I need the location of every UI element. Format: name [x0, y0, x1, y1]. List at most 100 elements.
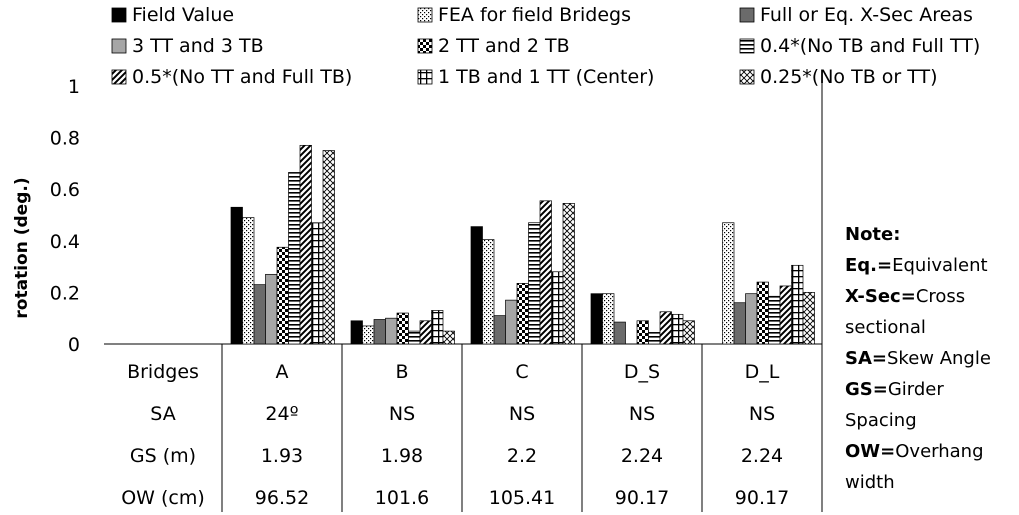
table-row-label: SA: [150, 403, 175, 425]
bar-c-0-4-no-tb-and-full-tt: [528, 222, 541, 345]
bar-a-fea-for-field-bridegs: [242, 217, 255, 345]
legend-swatch: [739, 69, 755, 85]
bar-b-2-tt-and-2-tb: [396, 312, 409, 345]
bar-c-2-tt-and-2-tb: [516, 283, 529, 345]
legend-swatch: [417, 69, 433, 85]
bar-a-0-25-no-tb-or-tt: [322, 150, 335, 345]
bar-b-0-4-no-tb-and-full-tt: [408, 330, 421, 345]
note-item-x-sec: X-Sec=Cross sectional: [845, 286, 965, 338]
bar-a-full-or-eq-x-sec-areas: [253, 284, 266, 345]
y-tick-label: 0.6: [50, 179, 80, 201]
note-item-ow: OW=Overhang width: [845, 441, 984, 493]
table-cell: 96.52: [255, 487, 309, 509]
table-cell: NS: [749, 403, 775, 425]
bar-a-3-tt-and-3-tb: [265, 273, 278, 345]
bar-a-field-value: [230, 206, 243, 345]
table-cell: NS: [389, 403, 415, 425]
table-row-label: OW (cm): [121, 487, 205, 509]
table-cell: 90.17: [615, 487, 669, 509]
legend-label: FEA for field Bridegs: [438, 4, 631, 26]
bar-d-s-0-5-no-tt-and-full-tb: [659, 311, 672, 345]
legend-label: Field Value: [132, 4, 234, 26]
legend-swatch: [417, 7, 433, 23]
bar-b-fea-for-field-bridegs: [362, 325, 375, 345]
bar-d-s-1-tb-and-1-tt-center: [671, 313, 684, 345]
table-cell: 2.2: [507, 445, 537, 467]
bar-b-0-25-no-tb-or-tt: [442, 330, 455, 345]
table-cell: 2.24: [621, 445, 663, 467]
y-tick-label: 0.4: [50, 231, 80, 253]
bar-b-1-tb-and-1-tt-center: [431, 310, 444, 345]
legend-entry-fea-for-field-bridegs: FEA for field Bridegs: [417, 4, 631, 26]
note-item-sa: SA=Skew Angle: [845, 348, 991, 369]
legend-entry-0-5-no-tt-and-full-tb: 0.5*(No TT and Full TB): [111, 66, 352, 88]
bar-c-0-25-no-tb-or-tt: [562, 203, 575, 345]
bar-d-s-full-or-eq-x-sec-areas: [613, 321, 626, 345]
bar-d-l-0-4-no-tb-and-full-tt: [768, 295, 781, 345]
table-cell: 1.93: [261, 445, 303, 467]
bar-c-field-value: [470, 226, 483, 345]
bar-c-full-or-eq-x-sec-areas: [493, 315, 506, 345]
bar-c-1-tb-and-1-tt-center: [551, 271, 564, 345]
legend-entry-2-tt-and-2-tb: 2 TT and 2 TB: [417, 35, 570, 57]
table-cell: B: [395, 361, 408, 383]
legend-swatch: [111, 69, 127, 85]
table-cell: D_S: [624, 361, 660, 383]
table-cell: NS: [629, 403, 655, 425]
legend-swatch: [111, 7, 127, 23]
y-axis-label: rotation (deg.): [12, 177, 32, 318]
bar-d-s-fea-for-field-bridegs: [602, 293, 615, 345]
data-table: Bridges A B C D_S D_L SA 24º NS NS NS NS GS (m) 1.93 1…: [121, 344, 789, 512]
legend-entry-0-25-no-tb-or-tt: 0.25*(No TB or TT): [739, 66, 938, 88]
legend-swatch: [417, 38, 433, 54]
bar-d-l-fea-for-field-bridegs: [722, 222, 735, 345]
table-cell: 90.17: [735, 487, 789, 509]
y-axis: 0 0.2 0.4 0.6 0.8 1: [50, 76, 80, 356]
bar-d-l-0-5-no-tt-and-full-tb: [779, 285, 792, 345]
bar-d-l-0-25-no-tb-or-tt: [802, 292, 815, 345]
legend: Field Value FEA for field Bridegs Full or …: [111, 4, 980, 88]
bar-b-0-5-no-tt-and-full-tb: [419, 320, 432, 345]
table-row-label: Bridges: [127, 361, 199, 383]
legend-swatch: [739, 38, 755, 54]
bar-d-s-0-25-no-tb-or-tt: [682, 320, 695, 345]
note-item-eq: Eq.=Equivalent: [845, 255, 988, 276]
bar-d-s-0-4-no-tb-and-full-tt: [648, 332, 661, 345]
table-cell: 101.6: [375, 487, 429, 509]
legend-label: 1 TB and 1 TT (Center): [438, 66, 654, 88]
legend-label: 3 TT and 3 TB: [132, 35, 264, 57]
note-item-gs: GS=Girder Spacing: [845, 379, 944, 431]
y-tick-label: 0.8: [50, 128, 80, 150]
bar-d-s-2-tt-and-2-tb: [636, 320, 649, 345]
legend-entry-3-tt-and-3-tb: 3 TT and 3 TB: [111, 35, 264, 57]
legend-swatch: [111, 38, 127, 54]
bar-d-l-1-tb-and-1-tt-center: [791, 264, 804, 345]
table-row-label: GS (m): [130, 445, 196, 467]
bars: [230, 144, 815, 345]
y-tick-label: 1: [68, 76, 80, 98]
table-cell: C: [515, 361, 528, 383]
y-tick-label: 0.2: [50, 282, 80, 304]
bar-b-3-tt-and-3-tb: [385, 317, 398, 345]
note-title: Note:: [845, 224, 900, 245]
legend-label: 0.25*(No TB or TT): [760, 66, 938, 88]
table-cell: 24º: [265, 403, 298, 425]
bar-a-0-5-no-tt-and-full-tb: [299, 144, 312, 345]
y-tick-label: 0: [68, 334, 80, 356]
table-cell: 1.98: [381, 445, 423, 467]
legend-label: 2 TT and 2 TB: [438, 35, 570, 57]
bar-a-1-tb-and-1-tt-center: [311, 222, 324, 345]
bar-c-fea-for-field-bridegs: [482, 239, 495, 345]
bar-d-l-2-tt-and-2-tb: [756, 281, 769, 345]
legend-label: Full or Eq. X-Sec Areas: [760, 4, 973, 26]
legend-entry-full-or-eq-x-sec-areas: Full or Eq. X-Sec Areas: [739, 4, 973, 26]
bar-d-l-full-or-eq-x-sec-areas: [733, 302, 746, 345]
bar-d-l-3-tt-and-3-tb: [745, 293, 758, 345]
bar-c-0-5-no-tt-and-full-tb: [539, 200, 552, 345]
table-cell: D_L: [745, 361, 780, 383]
table-cell: A: [276, 361, 289, 383]
bar-d-s-field-value: [590, 293, 603, 345]
legend-entry-0-4-no-tb-and-full-tt: 0.4*(No TB and Full TT): [739, 35, 980, 57]
table-cell: 105.41: [489, 487, 555, 509]
